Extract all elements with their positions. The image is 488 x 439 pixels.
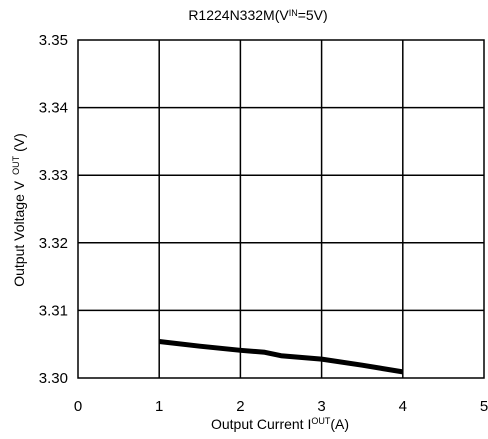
chart-title-subscript: IN [289, 8, 298, 18]
y-tick-label: 3.33 [39, 167, 68, 184]
x-tick-label: 1 [155, 398, 163, 415]
chart-title: R1224N332M(VIN=5V) [188, 7, 327, 23]
y-tick-label: 3.31 [39, 302, 68, 319]
tick-labels: 0 1 2 3 4 5 3.30 3.31 3.32 3.33 3.34 3.35 [39, 32, 488, 415]
x-tick-label: 0 [74, 398, 82, 415]
x-tick-label: 3 [317, 398, 325, 415]
chart-title-main: R1224N332M(V [188, 7, 289, 23]
y-tick-label: 3.34 [39, 100, 68, 117]
x-axis-label-subscript: OUT [311, 416, 331, 426]
x-tick-label: 5 [480, 398, 488, 415]
series-layer [158, 339, 404, 375]
x-axis-label: Output Current IOUT(A) [211, 416, 349, 432]
y-axis-label-rest: (V) [11, 133, 27, 152]
x-axis-label-rest: (A) [330, 416, 349, 432]
y-tick-label: 3.32 [39, 235, 68, 252]
y-tick-label: 3.30 [39, 370, 68, 387]
y-axis-label-main: Output Voltage V [11, 180, 27, 287]
y-axis-label: Output Voltage V OUT (V) [11, 133, 27, 287]
series-line [158, 339, 404, 375]
grid [78, 40, 484, 378]
chart-title-rest: =5V) [298, 7, 328, 23]
x-tick-label: 2 [236, 398, 244, 415]
plot-frame [77, 39, 485, 379]
x-axis-label-main: Output Current I [211, 416, 311, 432]
y-tick-label: 3.35 [39, 32, 68, 49]
y-axis-label-subscript: OUT [11, 155, 21, 175]
x-tick-label: 4 [399, 398, 407, 415]
